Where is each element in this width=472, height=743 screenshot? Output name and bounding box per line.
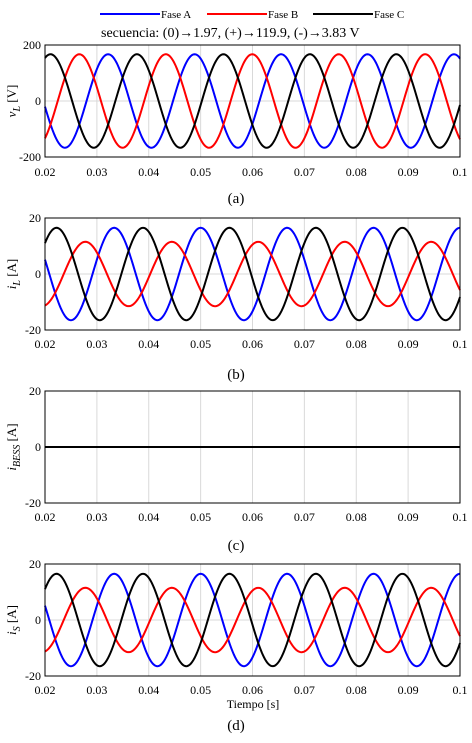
x-tick-label: 0.07 [294,337,315,351]
x-tick-label: 0.08 [346,683,367,697]
x-tick-label: 0.03 [86,683,107,697]
x-tick-label: 0.07 [294,683,315,697]
x-tick-label: 0.02 [35,165,56,179]
x-tick-label: 0.08 [346,337,367,351]
x-tick-label: 0.07 [294,510,315,524]
panel-caption: (a) [228,191,245,207]
x-tick-label: 0.1 [453,683,468,697]
y-tick-label: 0 [35,613,41,627]
series-fase-a [44,572,461,668]
x-tick-label: 0.05 [190,337,211,351]
series-fase-b [44,240,461,308]
legend-label-fase-b: Fase B [268,9,298,21]
panel-caption: (b) [227,367,245,383]
series-fase-b [44,586,461,654]
series-fase-c [44,572,461,668]
plot-frame [44,563,461,677]
y-axis-label: vL [V] [4,85,23,118]
y-tick-label: 0 [35,267,41,281]
panels: 0.02 0.03 0.04 0.05 0.06 0.07 0.08 0.09 0.12000-… [4,38,468,734]
x-tick-label: 0.06 [242,683,263,697]
x-tick-label: 0.09 [398,510,419,524]
x-tick-label: 0.09 [398,683,419,697]
x-tick-label: 0.09 [398,337,419,351]
y-axis-label: iL [A] [4,259,23,289]
y-tick-label: 20 [29,557,41,571]
x-tick-label: 0.1 [453,337,468,351]
x-tick-label: 0.05 [190,510,211,524]
legend: Fase A Fase B Fase C [100,9,404,21]
y-tick-label: -200 [19,150,41,164]
series-fase-b [44,53,461,149]
x-tick-label: 0.06 [242,337,263,351]
panel-c: 0.02 0.03 0.04 0.05 0.06 0.07 0.08 0.09 0.1 20 0 -2… [4,384,468,554]
legend-label-fase-a: Fase A [161,9,191,21]
panel-caption: (c) [228,538,245,554]
y-tick-label: 20 [29,211,41,225]
x-tick-label: 0.02 [35,683,56,697]
x-tick-label: 0.02 [35,337,56,351]
y-tick-label: -20 [25,323,41,337]
x-tick-label: 0.03 [86,165,107,179]
x-tick-label: 0.03 [86,337,107,351]
x-tick-label: 0.08 [346,165,367,179]
y-tick-label: 20 [29,384,41,398]
x-axis-label: Tiempo [s] [227,697,280,711]
x-tick-label: 0.05 [190,683,211,697]
x-tick-label: 0.04 [138,510,159,524]
x-tick-label: 0.03 [86,510,107,524]
panel-caption: (d) [227,718,245,734]
y-tick-label: 200 [23,38,41,52]
legend-label-fase-c: Fase C [374,9,404,21]
x-tick-label: 0.02 [35,510,56,524]
x-tick-label: 0.1 [453,165,468,179]
x-tick-label: 0.04 [138,337,159,351]
y-axis-label: iBESS [A] [4,423,23,470]
x-tick-label: 0.04 [138,165,159,179]
series-fase-c [44,53,461,149]
series-fase-c [44,226,461,322]
x-tick-label: 0.06 [242,165,263,179]
y-axis-label: iS [A] [4,605,23,635]
x-tick-label: 0.05 [190,165,211,179]
sequence-annotation: secuencia: (0)→1.97, (+)→119.9, (-)→3.83… [101,26,360,41]
x-tick-label: 0.08 [346,510,367,524]
plot-frame [44,217,461,331]
x-tick-label: 0.06 [242,510,263,524]
x-tick-label: 0.04 [138,683,159,697]
panel-a: 0.02 0.03 0.04 0.05 0.06 0.07 0.08 0.09 0.1 200 0 -… [4,38,468,207]
x-tick-label: 0.1 [453,510,468,524]
panel-d: 0.02 0.03 0.04 0.05 0.06 0.07 0.08 0.09 0.1 20 0 -2… [4,557,468,734]
panel-b: 0.02 0.03 0.04 0.05 0.06 0.07 0.08 0.09 0.1 20 0 -2… [4,211,468,383]
y-tick-label: -20 [25,669,41,683]
y-tick-label: 0 [35,94,41,108]
x-tick-label: 0.07 [294,165,315,179]
y-tick-label: 0 [35,440,41,454]
plot-frame [44,390,461,504]
plot-frame [44,44,461,158]
y-tick-label: -20 [25,496,41,510]
x-tick-label: 0.09 [398,165,419,179]
series-fase-a [44,226,461,322]
